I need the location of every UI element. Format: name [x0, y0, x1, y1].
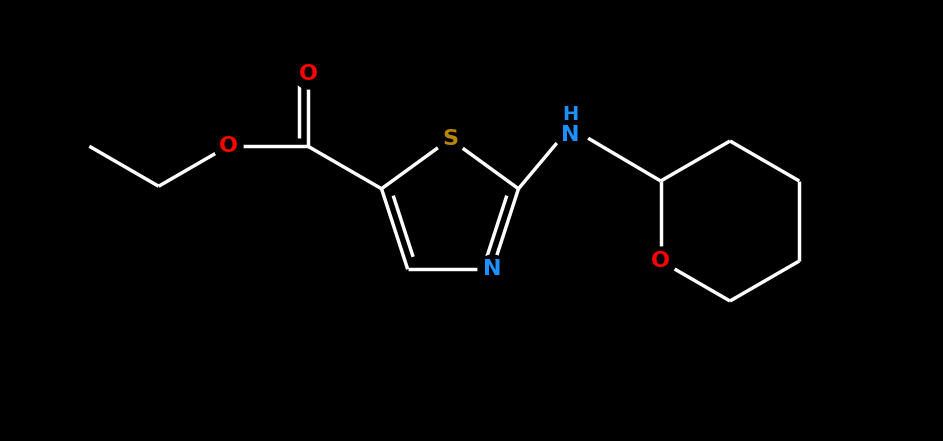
Text: O: O — [219, 136, 238, 156]
Text: S: S — [442, 129, 458, 149]
Text: H: H — [562, 105, 578, 124]
Text: N: N — [483, 259, 502, 279]
Text: O: O — [652, 251, 670, 271]
Text: N: N — [561, 126, 579, 146]
Text: O: O — [298, 64, 318, 84]
